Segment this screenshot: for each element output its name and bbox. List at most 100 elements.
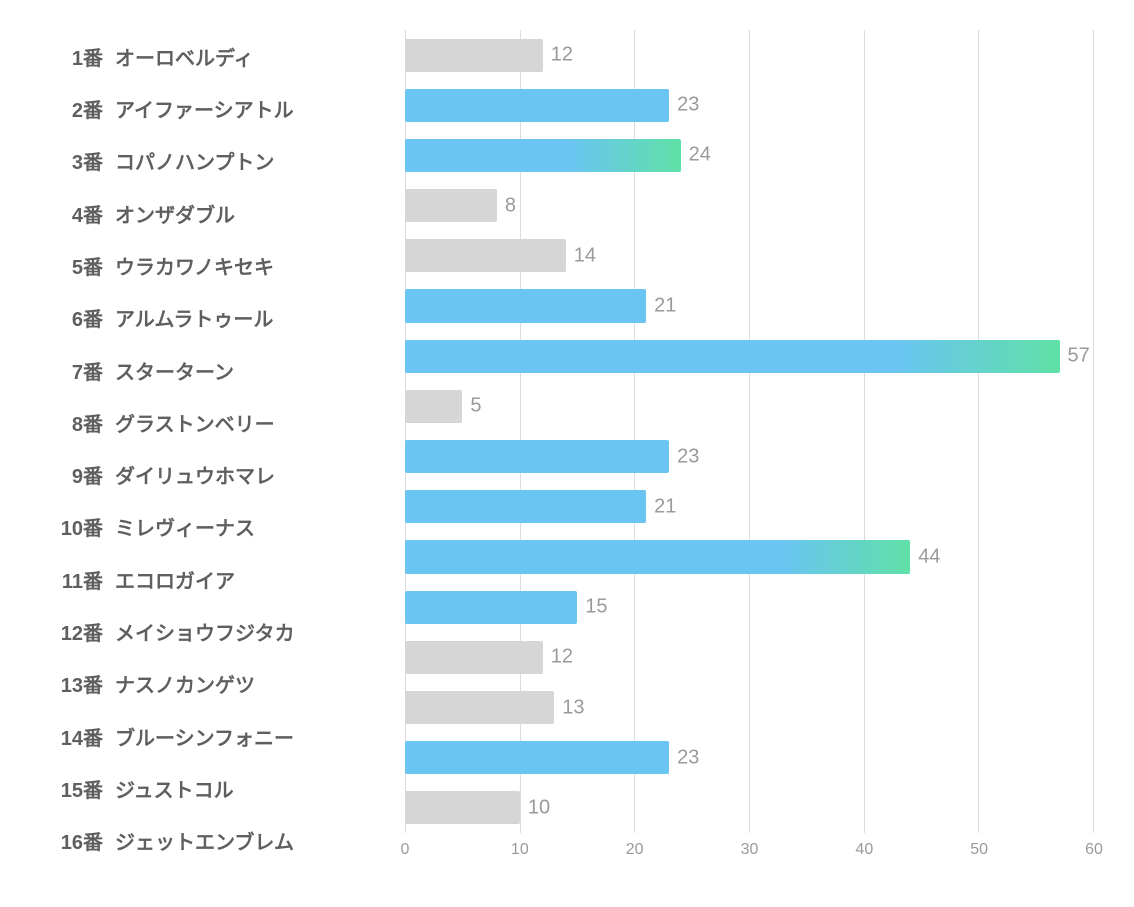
entry-name: ミレヴィーナス [115,512,255,541]
bar-row: 15 [405,582,1094,632]
y-label-row: 1番オーロベルディ [40,30,405,82]
y-axis-labels: 1番オーロベルディ2番アイファーシアトル3番コパノハンプトン4番オンザダブル5番… [40,30,405,867]
bar: 15 [405,591,577,624]
bar-row: 12 [405,30,1094,80]
bar-row: 5 [405,381,1094,431]
entry-name: エコロガイア [115,565,235,594]
entry-number: 14番 [40,722,115,751]
bar-value-label: 8 [505,194,516,217]
entry-name: アイファーシアトル [115,94,294,123]
entry-name: ジュストコル [115,774,234,803]
bar: 10 [405,791,520,824]
entry-name: ブルーシンフォニー [115,722,294,751]
y-label-row: 16番ジェットエンブレム [40,815,405,867]
plot-area: 122324814215752321441512132310 010203040… [405,30,1094,867]
entry-name: メイショウフジタカ [115,617,295,646]
entry-name: オンザダブル [115,199,235,228]
y-label-row: 5番ウラカワノキセキ [40,239,405,291]
bar: 57 [405,340,1060,373]
bar: 44 [405,540,910,573]
entry-name: グラストンベリー [115,408,275,437]
y-label-row: 10番ミレヴィーナス [40,501,405,553]
y-label-row: 14番ブルーシンフォニー [40,710,405,762]
x-tick-label: 30 [741,841,759,859]
bars-area: 12 23 24 8 14 21 57 5 23 21 44 15 12 13 23 10 [405,30,1094,833]
entry-number: 2番 [40,94,115,123]
y-label-row: 7番スターターン [40,344,405,396]
bar-row: 44 [405,532,1094,582]
y-label-row: 13番ナスノカンゲツ [40,658,405,710]
bar-value-label: 12 [551,646,573,669]
y-label-row: 9番ダイリュウホマレ [40,449,405,501]
bar-row: 23 [405,432,1094,482]
bar: 13 [405,691,554,724]
entry-number: 8番 [40,408,115,437]
bar-row: 10 [405,783,1094,833]
bar: 24 [405,139,681,172]
bar: 14 [405,239,566,272]
x-tick-label: 0 [401,841,410,859]
entry-name: ナスノカンゲツ [115,669,255,698]
bar: 12 [405,39,543,72]
entry-number: 12番 [40,617,115,646]
entry-name: ダイリュウホマレ [115,460,275,489]
bar-value-label: 13 [562,696,584,719]
bar: 23 [405,440,669,473]
entry-number: 15番 [40,774,115,803]
bar-row: 13 [405,682,1094,732]
bar-row: 57 [405,331,1094,381]
x-tick-label: 40 [855,841,873,859]
bar: 23 [405,741,669,774]
bar-value-label: 23 [677,746,699,769]
bar-value-label: 21 [654,295,676,318]
bar: 8 [405,189,497,222]
bar-value-label: 12 [551,44,573,67]
entry-name: ジェットエンブレム [115,826,294,855]
bar-value-label: 44 [918,545,940,568]
x-tick-label: 10 [511,841,529,859]
bar-value-label: 23 [677,94,699,117]
y-label-row: 12番メイショウフジタカ [40,605,405,657]
bar: 12 [405,641,543,674]
bar-row: 12 [405,632,1094,682]
bar: 23 [405,89,669,122]
x-tick-label: 50 [970,841,988,859]
bar-row: 23 [405,80,1094,130]
y-label-row: 6番アルムラトゥール [40,292,405,344]
bar: 21 [405,289,646,322]
bar-value-label: 5 [470,395,481,418]
bar-value-label: 15 [585,596,607,619]
bar-value-label: 21 [654,495,676,518]
y-label-row: 4番オンザダブル [40,187,405,239]
entry-number: 7番 [40,356,115,385]
entry-name: コパノハンプトン [115,146,274,175]
chart-body: 1番オーロベルディ2番アイファーシアトル3番コパノハンプトン4番オンザダブル5番… [40,30,1094,867]
bars: 12 23 24 8 14 21 57 5 23 21 44 15 12 13 23 10 [405,30,1094,833]
entry-number: 11番 [40,565,115,594]
bar: 5 [405,390,462,423]
horizontal-bar-chart: 1番オーロベルディ2番アイファーシアトル3番コパノハンプトン4番オンザダブル5番… [0,0,1134,907]
bar-row: 24 [405,130,1094,180]
entry-number: 1番 [40,42,115,71]
bar-row: 21 [405,281,1094,331]
entry-name: ウラカワノキセキ [115,251,274,280]
bar-row: 23 [405,733,1094,783]
bar-value-label: 14 [574,244,596,267]
entry-number: 13番 [40,669,115,698]
y-label-row: 15番ジュストコル [40,762,405,814]
bar-row: 8 [405,181,1094,231]
bar-row: 21 [405,482,1094,532]
bar: 21 [405,490,646,523]
entry-number: 16番 [40,826,115,855]
entry-number: 4番 [40,199,115,228]
entry-number: 6番 [40,303,115,332]
entry-name: スターターン [115,356,234,385]
entry-name: アルムラトゥール [115,303,273,332]
x-axis: 0102030405060 [405,837,1094,867]
y-label-row: 2番アイファーシアトル [40,82,405,134]
y-label-row: 8番グラストンベリー [40,396,405,448]
bar-row: 14 [405,231,1094,281]
entry-number: 5番 [40,251,115,280]
x-tick-label: 20 [626,841,644,859]
bar-value-label: 24 [689,144,711,167]
